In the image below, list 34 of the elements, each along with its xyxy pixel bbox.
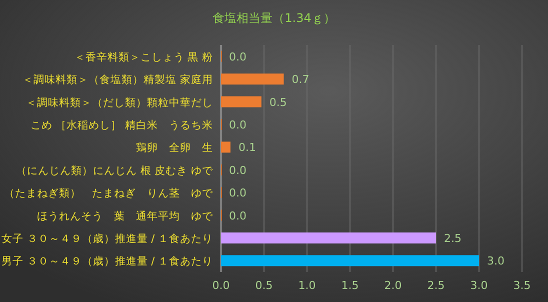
bar (221, 255, 479, 266)
x-tick-label: 0.5 (255, 279, 273, 292)
x-tick-label: 1.5 (341, 279, 359, 292)
bar (221, 74, 284, 85)
data-label: 0.5 (269, 96, 287, 109)
y-tick-label: こめ ［水稲めし］ 精白米 うるち米 (30, 118, 213, 132)
y-tick-label: 男子 ３０～４９（歳）推進量 / １食あたり (1, 254, 213, 268)
data-label: 0.0 (229, 50, 246, 64)
y-tick-label: （たまねぎ類） たまねぎ りん茎 ゆで (4, 186, 214, 200)
x-tick-label: 3.0 (470, 279, 488, 292)
y-tick-label: ほうれんそう 葉 通年平均 ゆで (37, 209, 214, 222)
data-label: 0.0 (229, 209, 246, 222)
data-label: 0.0 (229, 164, 246, 177)
y-tick-label: 女子 ３０～４９（歳）推進量 / １食あたり (1, 232, 213, 245)
x-tick-label: 2.5 (427, 279, 445, 292)
data-label: 0.0 (229, 118, 246, 132)
data-label: 0.7 (292, 73, 310, 86)
bar (221, 96, 262, 108)
x-tick-label: 0.0 (212, 279, 230, 292)
chart-title: 食塩相当量（1.34ｇ） (212, 11, 336, 25)
data-label: 3.0 (487, 254, 504, 268)
x-tick-label: 1.0 (298, 279, 316, 292)
y-tick-label: ＜香辛料類＞こしょう 黒 粉 (74, 50, 213, 64)
data-label: 2.5 (444, 232, 462, 245)
x-tick-label: 2.0 (384, 279, 402, 292)
y-tick-label: （にんじん類）にんじん 根 皮むき ゆで (16, 164, 214, 177)
bar (221, 232, 436, 244)
y-tick-label: ＜調味料類＞（食塩類）精製塩 家庭用 (22, 73, 213, 86)
data-label: 0.1 (238, 141, 256, 154)
bar (221, 142, 230, 153)
y-tick-label: ＜調味料類＞（だし類）顆粒中華だし (26, 96, 213, 109)
data-label: 0.0 (229, 186, 246, 200)
y-tick-label: 鶏卵 全卵 生 (136, 141, 213, 154)
x-tick-label: 3.5 (513, 279, 531, 292)
